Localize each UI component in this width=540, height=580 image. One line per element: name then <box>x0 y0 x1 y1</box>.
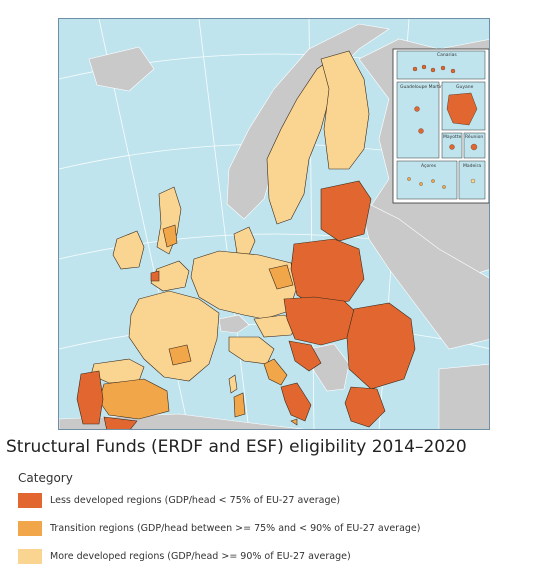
inset-acores-label: Açores <box>421 163 437 169</box>
legend-heading: Category <box>18 471 73 485</box>
legend-label-transition: Transition regions (GDP/head between >= … <box>50 522 421 534</box>
benelux-germany <box>190 250 298 320</box>
denmark <box>233 226 256 256</box>
sweden <box>266 58 332 225</box>
croatia-slovenia <box>288 340 322 372</box>
legend-swatch-less-developed <box>18 492 42 508</box>
belarus-ukraine <box>358 198 489 350</box>
inset-mayotte-label: Mayotte <box>443 134 462 140</box>
finland <box>320 50 370 170</box>
france <box>128 290 220 382</box>
legend-swatch-transition <box>18 520 42 536</box>
romania-bulgaria <box>346 302 416 390</box>
map-title: Structural Funds (ERDF and ESF) eligibil… <box>6 437 467 457</box>
south-italy <box>280 382 312 422</box>
turkey <box>438 363 489 429</box>
legend-label-less-developed: Less developed regions (GDP/head < 75% o… <box>50 494 341 506</box>
switzerland <box>218 314 250 334</box>
france-transition <box>168 344 192 366</box>
greenland-iceland <box>88 46 155 92</box>
inset-madeira-label: Madeira <box>463 163 481 169</box>
corsica <box>228 374 238 394</box>
uk-wales-cornwall <box>150 270 160 282</box>
inset-canarias-label: Canarias <box>437 52 457 58</box>
legend-label-more-developed: More developed regions (GDP/head >= 90% … <box>50 550 351 562</box>
poland <box>290 238 365 308</box>
sardinia <box>233 392 246 418</box>
italy-central <box>263 358 288 386</box>
uk-transition <box>162 224 178 248</box>
uk-south <box>150 260 190 292</box>
inset-guadeloupe-martinique-label: Guadeloupe Martinique <box>400 84 453 90</box>
spain-centre <box>98 378 170 420</box>
malta-area <box>290 418 298 426</box>
eligibility-map: Canarias Guadeloupe Martinique Guyane Ma… <box>58 18 490 430</box>
legend-item-transition: Transition regions (GDP/head between >= … <box>18 520 420 536</box>
eu-regions <box>76 50 416 429</box>
balkans-non-eu <box>308 343 350 392</box>
legend-item-more-developed: More developed regions (GDP/head >= 90% … <box>18 548 351 564</box>
baltics <box>320 180 372 242</box>
legend-item-less-developed: Less developed regions (GDP/head < 75% o… <box>18 492 340 508</box>
ireland <box>112 230 145 270</box>
inset-guyane-label: Guyane <box>456 84 474 90</box>
germany-east <box>268 264 294 290</box>
inset-panels: Canarias Guadeloupe Martinique Guyane Ma… <box>392 48 489 204</box>
legend-swatch-more-developed <box>18 548 42 564</box>
inset-reunion-label: Réunion <box>465 133 483 140</box>
portugal <box>76 370 104 425</box>
greece <box>344 386 386 428</box>
spain-south <box>103 416 138 429</box>
north-italy <box>228 336 275 365</box>
europe-map-svg: Canarias Guadeloupe Martinique Guyane Ma… <box>59 19 489 429</box>
